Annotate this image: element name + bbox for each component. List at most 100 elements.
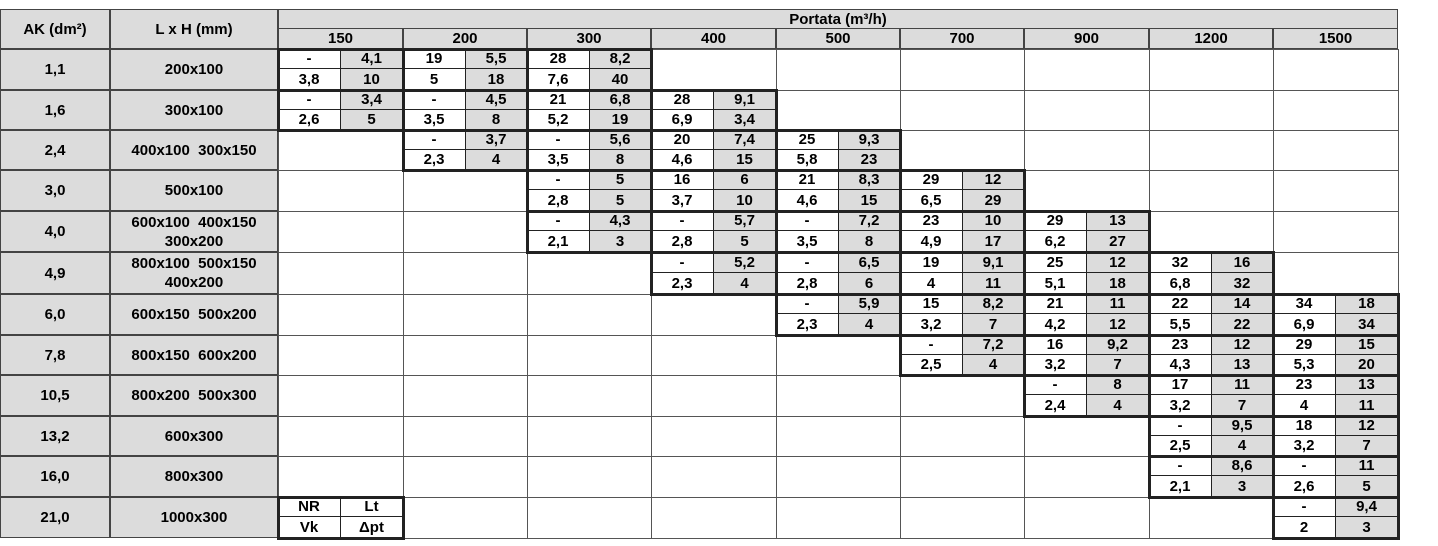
cell-divider: [713, 90, 714, 130]
value-dpt: 22: [1211, 314, 1273, 335]
value-dpt: 7: [962, 314, 1024, 335]
value-vk: 2,1: [1149, 476, 1211, 497]
value-nr: 21: [776, 170, 838, 190]
cell-divider: [1335, 416, 1336, 456]
cell-divider: [962, 335, 963, 375]
value-vk: 3,5: [776, 231, 838, 252]
value-dpt: 34: [1335, 314, 1398, 335]
value-lt: 5,9: [838, 294, 900, 314]
ak-value: 13,2: [0, 416, 110, 456]
value-nr: 22: [1149, 294, 1211, 314]
value-dpt: 4: [838, 314, 900, 335]
value-lt: 11: [1086, 294, 1149, 314]
value-nr: 29: [1024, 211, 1086, 231]
value-dpt: 40: [589, 69, 651, 90]
cell-divider: [589, 130, 590, 170]
cell-divider: [838, 211, 839, 252]
value-nr: 23: [1149, 335, 1211, 355]
lxh-value: 600x100 400x150 300x200: [110, 211, 278, 252]
cell-divider: [1086, 252, 1087, 294]
value-nr: 16: [1024, 335, 1086, 355]
value-nr: -: [1273, 456, 1335, 476]
ak-value: 3,0: [0, 170, 110, 211]
cell-divider: [1335, 375, 1336, 416]
value-lt: 9,1: [962, 252, 1024, 273]
value-lt: 13: [1086, 211, 1149, 231]
value-lt: 9,1: [713, 90, 776, 110]
row-divider: [278, 90, 1398, 91]
cell-divider: [1211, 375, 1212, 416]
cell-divider: [1086, 335, 1087, 375]
value-dpt: 15: [838, 190, 900, 211]
value-nr: -: [1149, 456, 1211, 476]
cell-divider: [1211, 335, 1212, 375]
cell-divider: [1086, 375, 1087, 416]
cell-divider: [962, 211, 963, 252]
value-lt: 12: [1335, 416, 1398, 436]
value-dpt: 8: [465, 110, 527, 130]
value-vk: 5,8: [776, 150, 838, 170]
value-lt: 11: [1335, 456, 1398, 476]
ak-value: 10,5: [0, 375, 110, 416]
value-vk: 6,9: [1273, 314, 1335, 335]
value-dpt: 11: [962, 273, 1024, 294]
value-lt: 12: [962, 170, 1024, 190]
column-divider: [403, 49, 404, 538]
cell-divider: [465, 90, 466, 130]
value-dpt: 12: [1086, 314, 1149, 335]
value-lt: 14: [1211, 294, 1273, 314]
value-vk: 2,8: [527, 190, 589, 211]
column-divider: [1398, 49, 1399, 538]
value-nr: 18: [1273, 416, 1335, 436]
value-nr: 28: [651, 90, 713, 110]
value-vk: 5,1: [1024, 273, 1086, 294]
value-nr: -: [278, 90, 340, 110]
value-dpt: 18: [465, 69, 527, 90]
cell-divider: [713, 252, 714, 294]
value-dpt: 19: [589, 110, 651, 130]
value-dpt: 5: [1335, 476, 1398, 497]
value-vk: 4,2: [1024, 314, 1086, 335]
value-lt: 8,3: [838, 170, 900, 190]
value-vk: 2,3: [651, 273, 713, 294]
row-divider: [278, 497, 1398, 498]
flow-header-1500: 1500: [1273, 28, 1398, 49]
cell-divider: [589, 170, 590, 211]
value-dpt: 7: [1086, 355, 1149, 375]
value-lt: 9,5: [1211, 416, 1273, 436]
value-lt: 5,7: [713, 211, 776, 231]
value-vk: 2,1: [527, 231, 589, 252]
value-lt: 18: [1335, 294, 1398, 314]
value-dpt: 4: [713, 273, 776, 294]
value-vk: 4: [1273, 395, 1335, 416]
value-vk: 4,6: [651, 150, 713, 170]
row-divider: [278, 538, 1398, 539]
value-dpt: 4: [1211, 436, 1273, 456]
value-dpt: 7: [1335, 436, 1398, 456]
lxh-value: 800x300: [110, 456, 278, 497]
value-dpt: 7: [1211, 395, 1273, 416]
cell-divider: [962, 294, 963, 335]
column-divider: [527, 49, 528, 538]
value-lt: 12: [1211, 335, 1273, 355]
value-lt: 8: [1086, 375, 1149, 395]
cell-divider: [340, 90, 341, 130]
value-dpt: 27: [1086, 231, 1149, 252]
cell-divider: [962, 252, 963, 294]
value-vk: 2,3: [403, 150, 465, 170]
cell-divider: [465, 49, 466, 90]
value-vk: 6,5: [900, 190, 962, 211]
cell-divider: [1211, 416, 1212, 456]
legend-nr: NR: [278, 497, 340, 517]
value-vk: 5,3: [1273, 355, 1335, 375]
flow-header-1200: 1200: [1149, 28, 1273, 49]
value-dpt: 11: [1335, 395, 1398, 416]
value-dpt: 10: [713, 190, 776, 211]
value-vk: 5,2: [527, 110, 589, 130]
value-nr: 15: [900, 294, 962, 314]
value-dpt: 10: [340, 69, 403, 90]
value-lt: 13: [1335, 375, 1398, 395]
value-dpt: 3: [589, 231, 651, 252]
value-dpt: 3: [1335, 517, 1398, 538]
